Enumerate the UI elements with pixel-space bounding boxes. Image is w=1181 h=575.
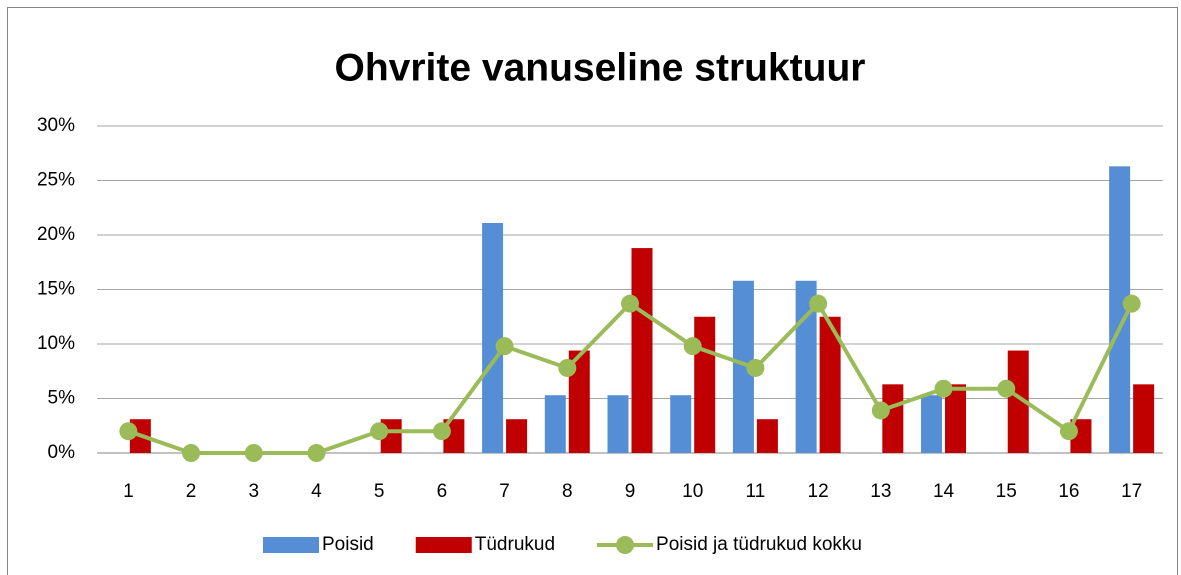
line-marker (432, 422, 451, 441)
legend-swatch (415, 537, 472, 553)
bar (732, 280, 754, 453)
x-tick-label: 16 (1058, 481, 1079, 502)
line-marker (119, 422, 138, 441)
x-tick-label: 13 (870, 481, 891, 502)
bar (945, 384, 967, 453)
x-tick-label: 2 (186, 481, 197, 502)
line-marker (244, 444, 263, 462)
bar (607, 395, 629, 453)
bar (819, 316, 841, 453)
x-tick-label: 3 (248, 481, 259, 502)
bar (631, 248, 653, 453)
x-tick-label: 4 (311, 481, 322, 502)
bar (921, 395, 943, 453)
line-marker (871, 401, 890, 420)
chart-border (7, 7, 1178, 575)
x-tick-label: 8 (562, 481, 573, 502)
bar (482, 223, 504, 453)
line-marker (182, 444, 201, 462)
line-marker (370, 422, 389, 441)
x-tick-label: 5 (374, 481, 385, 502)
line-marker (746, 358, 765, 377)
legend-label: Poisid ja tüdrukud kokku (656, 534, 862, 555)
legend-label: Poisid (322, 534, 374, 555)
line-marker (934, 379, 953, 398)
y-tick-label: 25% (37, 170, 75, 191)
chart-title: Ohvrite vanuseline struktuur (335, 46, 866, 89)
bar (1007, 350, 1029, 453)
line-marker (495, 337, 514, 356)
line-marker (1122, 294, 1141, 313)
line-marker (558, 358, 577, 377)
legend-swatch (263, 537, 319, 553)
legend-label: Tüdrukud (475, 534, 555, 555)
y-tick-label: 20% (37, 224, 75, 245)
x-tick-label: 6 (437, 481, 448, 502)
y-tick-label: 5% (48, 388, 76, 409)
bar (1109, 166, 1131, 453)
bar (756, 419, 778, 453)
bar (882, 384, 904, 453)
x-tick-label: 17 (1121, 481, 1142, 502)
line-marker (809, 294, 828, 313)
x-tick-label: 9 (625, 481, 636, 502)
legend-swatch (616, 536, 635, 554)
x-tick-label: 15 (996, 481, 1017, 502)
line-marker (1059, 422, 1078, 441)
y-tick-label: 0% (48, 442, 76, 463)
x-tick-label: 11 (746, 481, 766, 502)
bar (1133, 384, 1155, 453)
bar (506, 419, 528, 453)
line-marker (307, 444, 326, 462)
y-tick-label: 15% (37, 279, 75, 300)
line-marker (621, 294, 639, 313)
x-tick-label: 1 (123, 481, 134, 502)
bar (670, 395, 692, 453)
line-marker (683, 337, 702, 356)
y-tick-label: 30% (37, 115, 75, 136)
y-tick-label: 10% (37, 333, 75, 354)
bar (568, 350, 590, 453)
x-tick-label: 10 (682, 481, 703, 502)
x-tick-label: 12 (808, 481, 829, 502)
x-tick-label: 14 (933, 481, 955, 502)
bar (544, 395, 566, 453)
bar (694, 316, 716, 453)
x-tick-label: 7 (499, 481, 510, 502)
line-marker (997, 379, 1016, 398)
